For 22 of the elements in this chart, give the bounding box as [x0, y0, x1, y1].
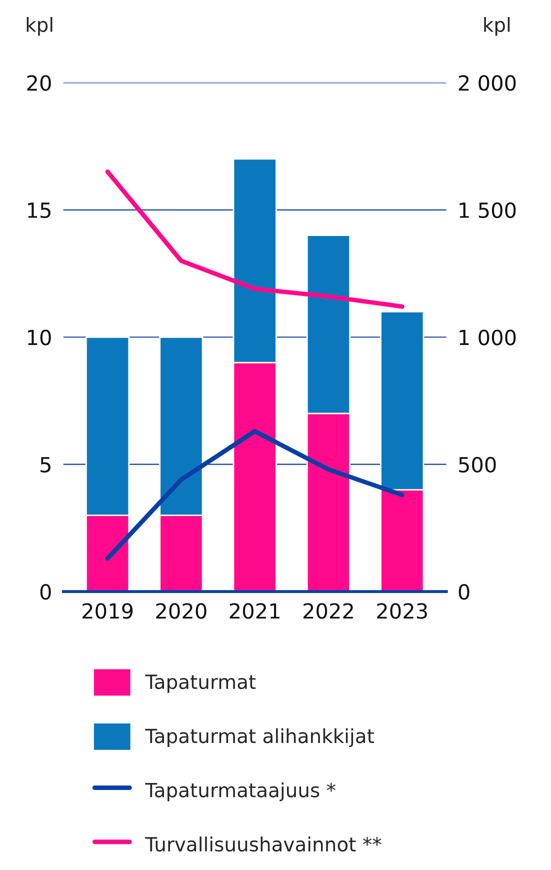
y-tick-label: 10	[28, 330, 51, 346]
y2-tick-label: 1 500	[460, 202, 516, 218]
y2-tick-label: 0	[458, 584, 470, 600]
y-tick-label: 0	[40, 584, 51, 600]
y2-tick-label: 2 000	[458, 75, 516, 91]
y2-tick-label: 500	[459, 456, 496, 473]
x-tick-label: 2022	[303, 603, 353, 619]
y-tick-label: 20	[27, 75, 51, 91]
y-tick-label: 15	[28, 202, 50, 218]
x-tick-label: 2019	[82, 603, 133, 619]
y2-axis-title: kpl	[484, 16, 510, 36]
legend-label: Tapaturmataajuus *	[145, 782, 336, 802]
legend-label: Turvallisuushavainnot **	[145, 836, 382, 852]
x-tick-label: 2021	[230, 603, 280, 619]
y-axis-title: kpl	[26, 16, 52, 36]
legend-label: Tapaturmat alihankkijat	[145, 728, 374, 748]
x-tick-label: 2020	[156, 603, 206, 619]
line-series	[105, 169, 404, 309]
legend-label: Tapaturmat	[145, 674, 256, 693]
y2-tick-label: 1 000	[460, 330, 516, 346]
y-tick-label: 5	[40, 457, 50, 473]
x-tick-label: 2023	[377, 603, 427, 619]
